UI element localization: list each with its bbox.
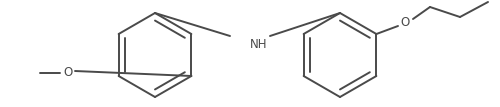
Text: O: O — [64, 66, 72, 80]
Text: O: O — [400, 16, 409, 28]
Text: NH: NH — [250, 37, 268, 51]
